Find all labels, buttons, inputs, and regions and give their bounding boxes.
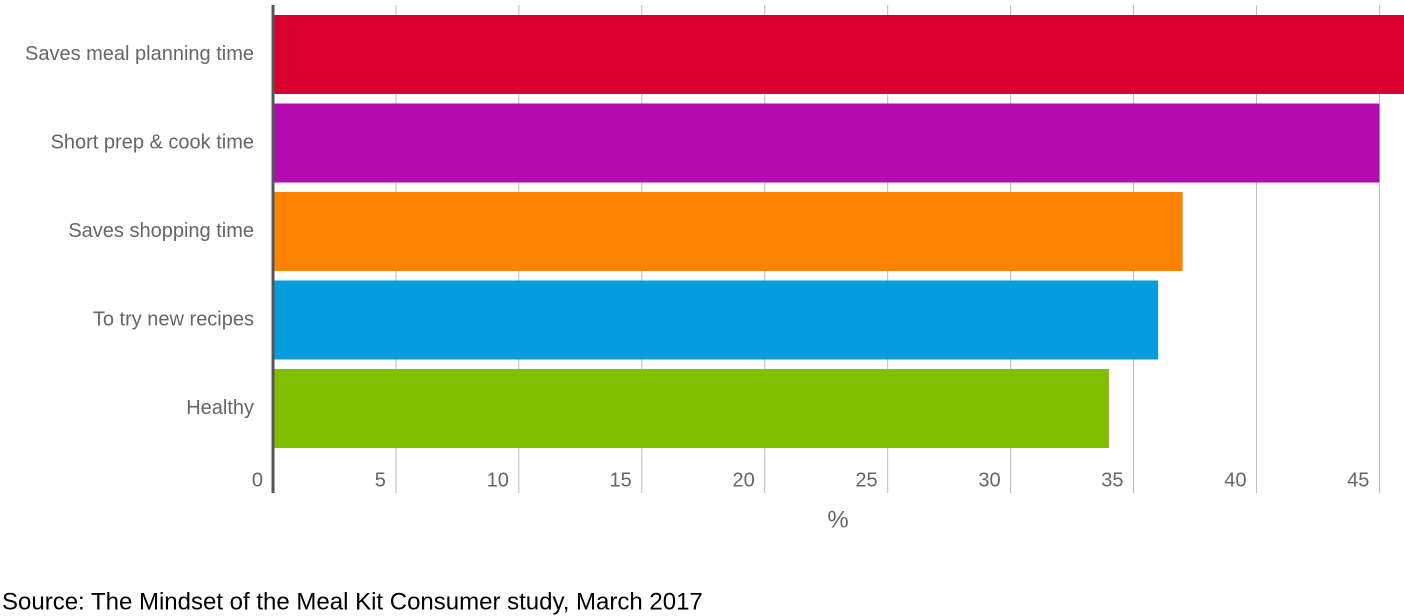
- x-tick-label: 30: [978, 469, 1000, 491]
- x-tick-label: 20: [732, 469, 754, 491]
- y-tick-label: Healthy: [186, 397, 254, 419]
- bar: [273, 280, 1159, 360]
- y-tick-label: Saves shopping time: [68, 220, 254, 242]
- x-tick-label: 5: [375, 469, 386, 491]
- x-tick-label: 45: [1347, 469, 1369, 491]
- y-tick-label: To try new recipes: [93, 308, 254, 330]
- x-tick-label: 25: [855, 469, 877, 491]
- bar: [273, 369, 1109, 448]
- x-tick-label: 15: [610, 469, 632, 491]
- y-tick-label: Short prep & cook time: [51, 131, 254, 153]
- x-tick-label: 40: [1224, 469, 1246, 491]
- x-tick-label: 10: [487, 469, 509, 491]
- bar: [273, 192, 1183, 271]
- y-tick-label: Saves meal planning time: [25, 43, 254, 65]
- bar: [273, 15, 1404, 94]
- x-tick-label: 35: [1101, 469, 1123, 491]
- source: Source: The Mindset of the Meal Kit Cons…: [2, 588, 703, 615]
- bar: [273, 103, 1380, 183]
- x-tick-label: 0: [252, 469, 263, 491]
- x-axis-label: %: [827, 506, 848, 533]
